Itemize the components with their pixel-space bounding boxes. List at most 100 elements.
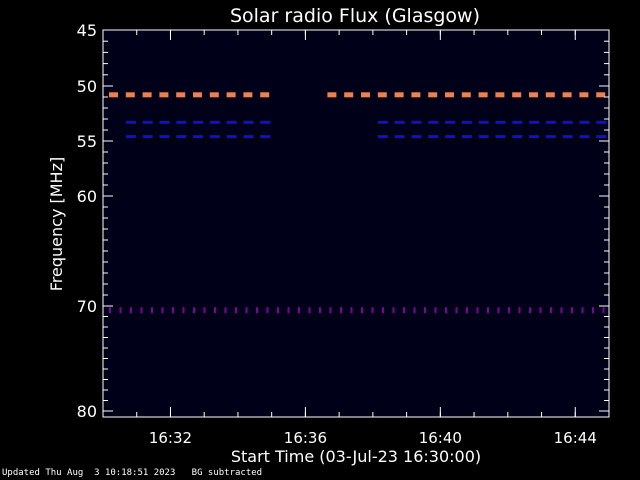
band-segment-3: [518, 307, 521, 314]
band-segment-3: [371, 307, 374, 314]
band-segment-2: [125, 135, 136, 139]
band-segment-3: [140, 307, 143, 314]
band-segment-2: [478, 135, 489, 139]
band-segment-3: [287, 307, 290, 314]
band-segment-2: [142, 135, 153, 139]
band-segment-3: [340, 307, 342, 314]
x-tick-label: 16:40: [419, 429, 462, 447]
band-segment-0: [344, 92, 354, 98]
bg-note: BG subtracted: [191, 468, 263, 478]
band-segment-0: [512, 92, 522, 98]
band-segment-3: [329, 307, 332, 314]
band-segment-0: [562, 92, 572, 98]
band-segment-1: [193, 120, 204, 124]
band-segment-3: [245, 307, 248, 314]
band-segment-1: [226, 120, 237, 124]
band-segment-1: [495, 120, 506, 124]
band-segment-3: [319, 307, 321, 314]
band-segment-3: [560, 307, 563, 314]
band-segment-2: [529, 135, 540, 139]
band-segment-3: [214, 307, 216, 314]
band-segment-0: [445, 92, 454, 98]
band-segment-3: [350, 307, 353, 314]
band-segment-2: [495, 135, 506, 139]
band-segment-2: [596, 135, 607, 139]
x-axis-label: Start Time (03-Jul-23 16:30:00): [231, 447, 481, 466]
band-segment-1: [209, 120, 220, 124]
band-segment-3: [130, 307, 132, 314]
band-segment-2: [512, 135, 523, 139]
x-tick-label: 16:44: [554, 429, 597, 447]
y-tick-label: 70: [77, 297, 97, 316]
band-segment-3: [151, 307, 153, 314]
band-segment-1: [545, 120, 556, 124]
band-segment-3: [571, 307, 573, 314]
band-segment-3: [266, 307, 269, 314]
plot-frame: [102, 29, 610, 418]
band-segment-0: [193, 92, 202, 98]
band-segment-2: [428, 135, 439, 139]
band-segment-3: [602, 307, 605, 314]
band-segment-1: [579, 120, 590, 124]
band-segment-3: [550, 307, 552, 314]
y-tick-label: 45: [77, 21, 97, 40]
band-segment-3: [581, 307, 584, 314]
band-segment-3: [403, 307, 405, 314]
band-segment-3: [497, 307, 500, 314]
band-segment-1: [159, 120, 170, 124]
band-segment-1: [176, 120, 187, 124]
band-segment-3: [539, 307, 542, 314]
band-segment-3: [466, 307, 468, 314]
y-axis: 45 50 55 60 70 80: [77, 21, 609, 421]
band-segment-2: [545, 135, 556, 139]
band-segment-3: [235, 307, 237, 314]
band-segment-3: [592, 307, 594, 314]
band-segment-2: [579, 135, 590, 139]
band-segment-3: [224, 307, 227, 314]
x-tick-label: 16:32: [149, 429, 192, 447]
band-segment-1: [243, 120, 254, 124]
band-segment-3: [382, 307, 384, 314]
band-segment-1: [512, 120, 523, 124]
band-segment-1: [596, 120, 607, 124]
band-segment-2: [176, 135, 187, 139]
band-segment-1: [445, 120, 456, 124]
band-segment-3: [361, 307, 363, 314]
x-axis: 16:32 16:36 16:40 16:44: [136, 30, 597, 447]
band-segment-3: [119, 307, 122, 314]
band-segment-2: [193, 135, 204, 139]
band-segment-0: [478, 92, 488, 98]
band-segment-3: [529, 307, 531, 314]
band-segment-3: [256, 307, 258, 314]
band-segment-3: [172, 307, 174, 314]
band-segment-0: [327, 92, 337, 98]
band-segment-2: [243, 135, 254, 139]
band-segment-0: [361, 92, 370, 98]
band-segment-2: [209, 135, 220, 139]
band-segment-2: [445, 135, 456, 139]
y-tick-label: 55: [77, 132, 97, 151]
band-segment-0: [159, 92, 169, 98]
band-segment-1: [377, 120, 388, 124]
band-segment-3: [445, 307, 447, 314]
band-segment-3: [424, 307, 426, 314]
band-segment-3: [182, 307, 185, 314]
y-tick-label: 60: [77, 187, 97, 206]
band-segment-2: [226, 135, 237, 139]
band-segment-3: [434, 307, 437, 314]
band-segment-2: [411, 135, 422, 139]
updated-text: Updated Thu Aug 3 10:18:51 2023: [2, 468, 176, 478]
band-segment-0: [377, 92, 387, 98]
band-segment-0: [260, 92, 270, 98]
band-segment-2: [562, 135, 573, 139]
band-segment-3: [193, 307, 195, 314]
band-segment-3: [476, 307, 479, 314]
band-segment-3: [455, 307, 458, 314]
band-segment-0: [142, 92, 152, 98]
band-segment-0: [109, 92, 118, 98]
band-segment-3: [487, 307, 489, 314]
band-segment-1: [461, 120, 472, 124]
band-segment-0: [495, 92, 505, 98]
band-segment-0: [394, 92, 404, 98]
